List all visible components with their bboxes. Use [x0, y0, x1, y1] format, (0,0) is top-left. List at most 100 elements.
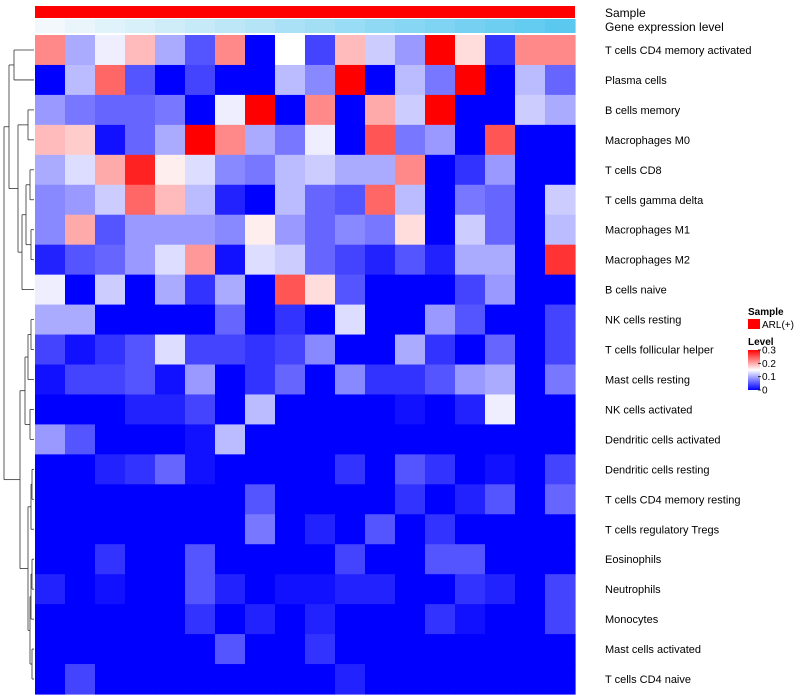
heatmap-cell [485, 424, 516, 455]
heatmap-cell [275, 544, 306, 575]
heatmap-cell [335, 634, 366, 665]
heatmap-cell [215, 664, 246, 695]
heatmap-cell [275, 514, 306, 545]
heatmap-cell [125, 424, 156, 455]
heatmap-cell [305, 184, 336, 216]
heatmap-cell [485, 544, 516, 575]
heatmap-cell [485, 154, 516, 186]
heatmap-cell [365, 514, 396, 545]
heatmap-cell [305, 274, 336, 306]
heatmap-cell [35, 574, 66, 605]
row-label: B cells naive [605, 285, 667, 297]
heatmap-cell [455, 514, 486, 545]
heatmap-cell [305, 604, 336, 635]
annotation-cell-gene-expression [275, 19, 306, 33]
row-label: T cells regulatory Tregs [605, 524, 720, 536]
heatmap-cell [395, 334, 426, 366]
annotation-cell-gene-expression [395, 19, 426, 33]
heatmap-cell [485, 364, 516, 396]
heatmap-cell [35, 634, 66, 665]
row-label: B cells memory [605, 105, 681, 117]
heatmap-cell [35, 484, 66, 515]
heatmap-cell [95, 394, 126, 426]
heatmap-cell [335, 154, 366, 186]
heatmap-cell [95, 124, 126, 156]
heatmap-cell [545, 124, 576, 156]
heatmap-cell [275, 604, 306, 635]
heatmap-cell [545, 604, 576, 635]
legend-sample-title: Sample [748, 307, 784, 318]
heatmap-cell [425, 364, 456, 396]
heatmap-cell [215, 484, 246, 515]
heatmap-cell [365, 244, 396, 276]
annotation-cell-gene-expression [65, 19, 96, 33]
heatmap-cell [215, 454, 246, 485]
row-label: T cells follicular helper [605, 345, 714, 357]
heatmap-cell [245, 364, 276, 396]
heatmap-cell [455, 544, 486, 575]
heatmap-cell [395, 244, 426, 276]
heatmap-cell [455, 634, 486, 665]
legend-level-colorbar [748, 350, 760, 390]
heatmap-cell [545, 244, 576, 276]
heatmap-cell [455, 154, 486, 186]
heatmap-cell [485, 244, 516, 276]
heatmap-cell [455, 604, 486, 635]
heatmap-cell [245, 94, 276, 126]
heatmap-cell [305, 334, 336, 366]
heatmap-cell [125, 604, 156, 635]
heatmap-cell [365, 394, 396, 426]
heatmap-cell [335, 94, 366, 126]
heatmap-cell [485, 574, 516, 605]
heatmap-cell [275, 184, 306, 216]
legend-tick-label: 0 [762, 386, 768, 397]
heatmap-cell [155, 634, 186, 665]
heatmap-cell [185, 274, 216, 306]
heatmap-cell [95, 64, 126, 96]
heatmap-cell [365, 214, 396, 246]
heatmap-cell [515, 514, 546, 545]
heatmap-cell [155, 424, 186, 455]
heatmap-cell [365, 124, 396, 156]
heatmap-cell [425, 304, 456, 336]
heatmap-cell [65, 574, 96, 605]
heatmap-cell [95, 35, 126, 66]
heatmap-cell [485, 304, 516, 336]
heatmap-cell [65, 184, 96, 216]
heatmap-cell [35, 214, 66, 246]
heatmap-cell [35, 64, 66, 96]
heatmap-cell [425, 484, 456, 515]
heatmap-cell [335, 184, 366, 216]
heatmap-cell [35, 334, 66, 366]
row-label: T cells CD4 naive [605, 674, 691, 686]
heatmap-cell [545, 454, 576, 485]
heatmap-cell [455, 664, 486, 695]
heatmap-cell [215, 604, 246, 635]
heatmap-cell [215, 634, 246, 665]
heatmap-cell [35, 514, 66, 545]
heatmap-cell [215, 274, 246, 306]
heatmap-cell [305, 514, 336, 545]
heatmap-cell [275, 94, 306, 126]
heatmap-cell [425, 604, 456, 635]
heatmap-cell [245, 244, 276, 276]
heatmap-cell [155, 604, 186, 635]
heatmap-cell [395, 94, 426, 126]
row-label: T cells gamma delta [605, 195, 704, 207]
row-label: T cells CD8 [605, 165, 662, 177]
heatmap-cell [65, 484, 96, 515]
heatmap-cell [65, 544, 96, 575]
heatmap-cell [275, 304, 306, 336]
heatmap-cell [485, 94, 516, 126]
heatmap-cell [95, 154, 126, 186]
heatmap-cell [245, 484, 276, 515]
heatmap-cell [275, 214, 306, 246]
heatmap-cell [425, 244, 456, 276]
heatmap-cell [245, 124, 276, 156]
heatmap-cell [305, 64, 336, 96]
heatmap-cell [155, 574, 186, 605]
heatmap-cell [395, 664, 426, 695]
heatmap-cell [185, 214, 216, 246]
heatmap-cell [365, 64, 396, 96]
heatmap-cell [185, 35, 216, 66]
